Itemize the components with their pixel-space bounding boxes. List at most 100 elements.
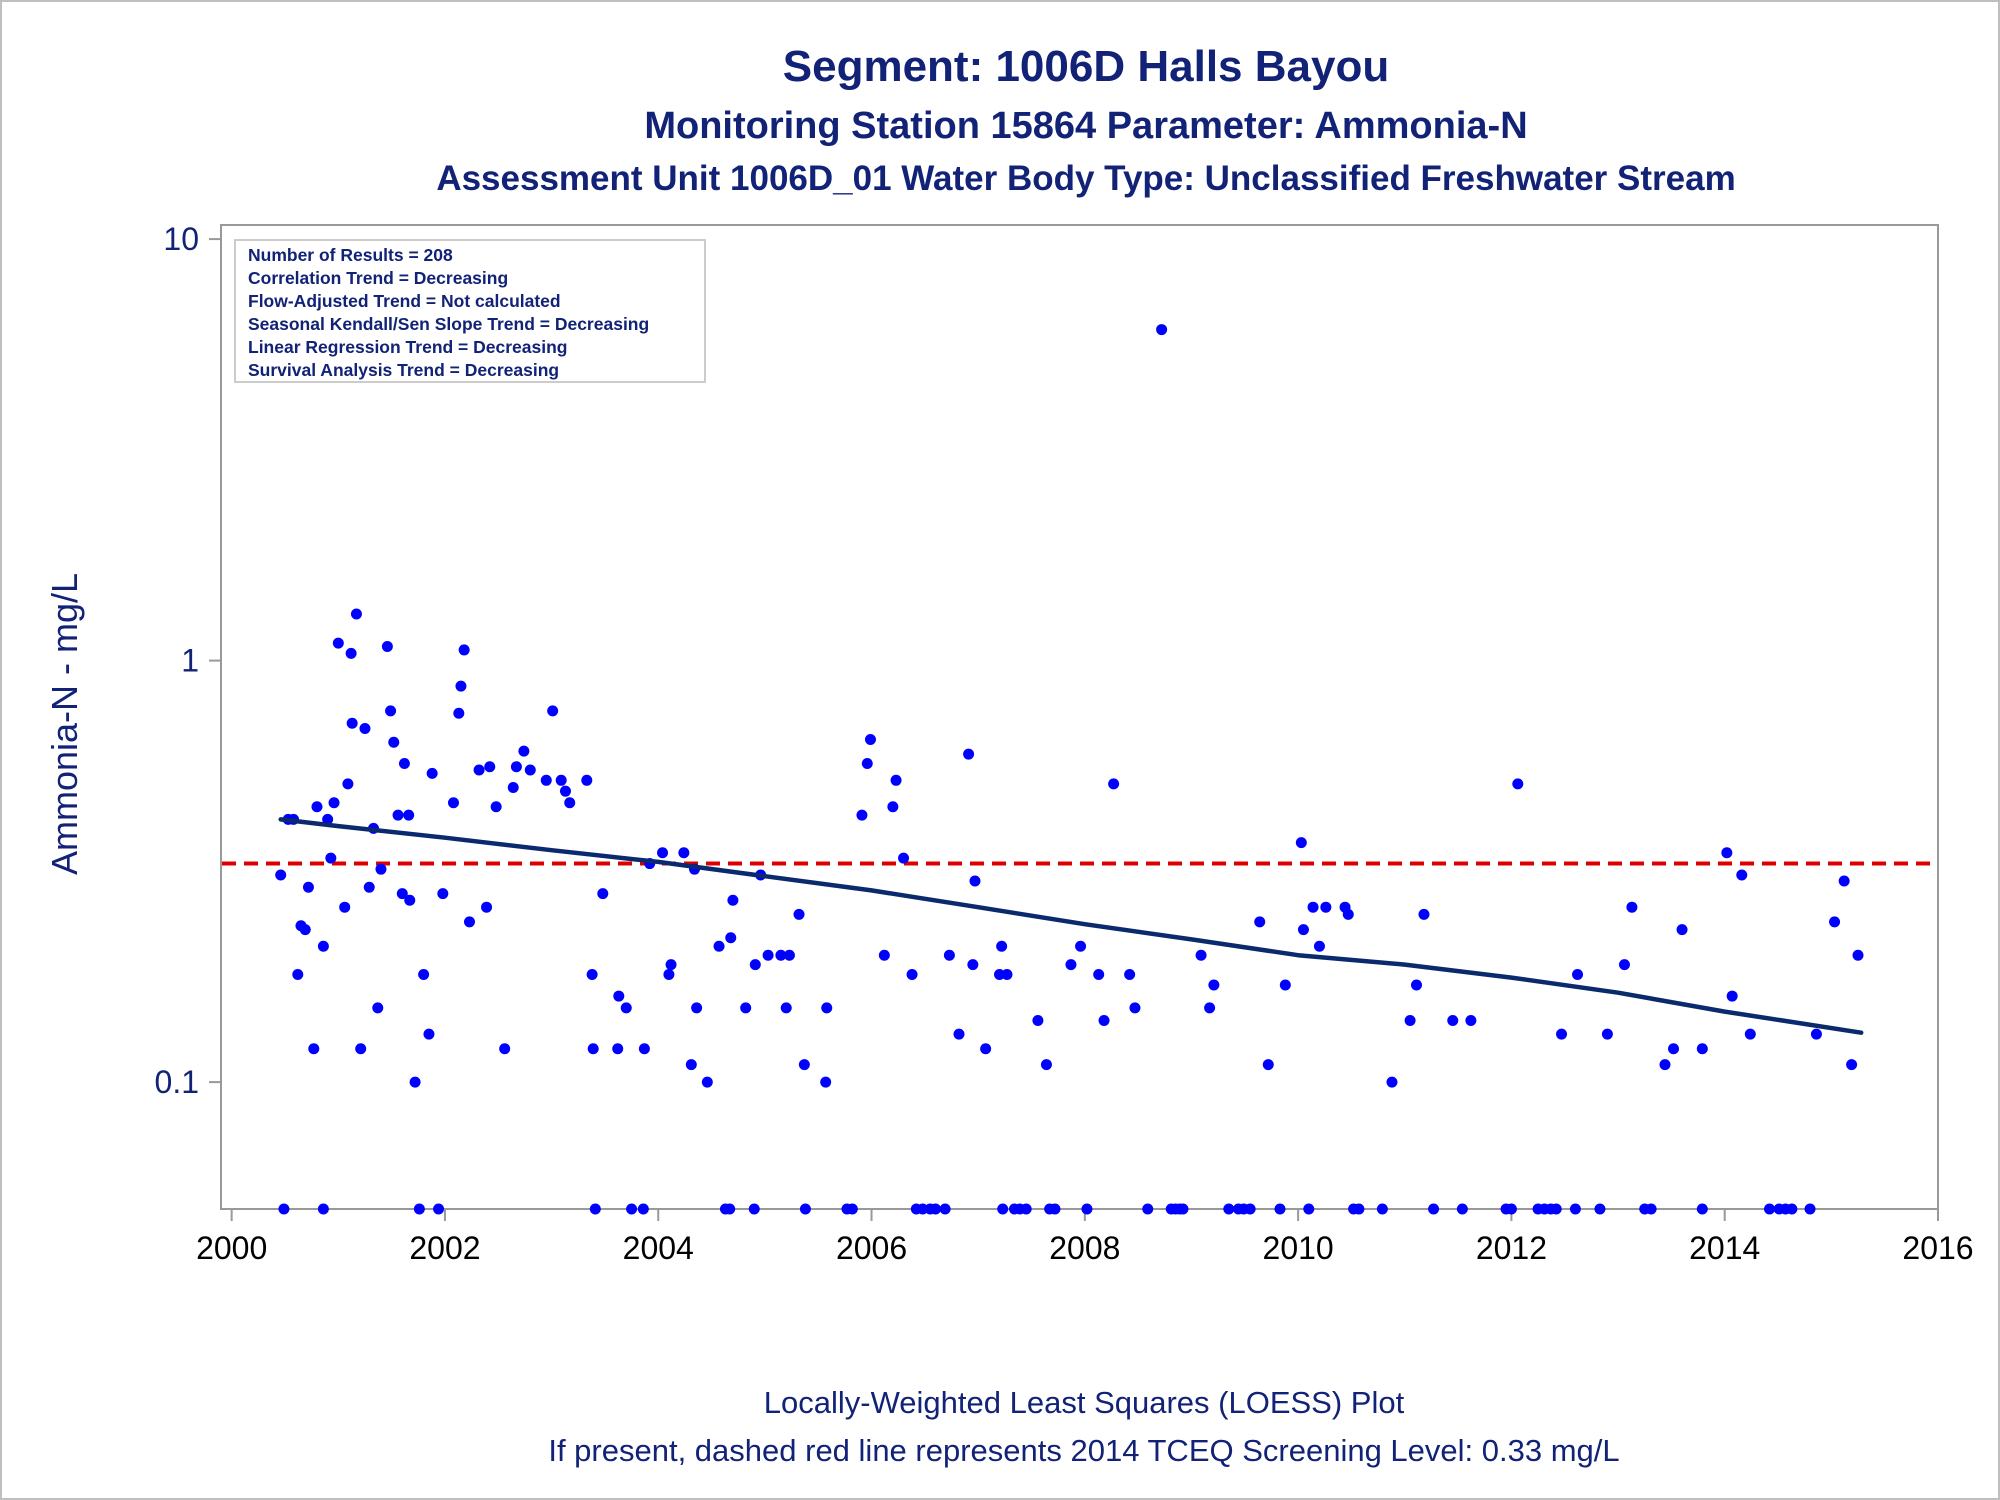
data-point	[1786, 1203, 1798, 1215]
data-point	[510, 761, 522, 773]
data-point	[799, 1203, 811, 1215]
data-point	[345, 647, 357, 659]
data-points-layer	[275, 324, 1864, 1215]
data-point	[898, 852, 910, 864]
data-point	[1244, 1203, 1256, 1215]
data-point	[967, 959, 979, 971]
data-point	[1676, 924, 1688, 936]
data-point	[725, 932, 737, 944]
data-point	[317, 940, 329, 952]
footer-screening-note: If present, dashed red line represents 2…	[548, 1433, 1619, 1468]
data-point	[1297, 924, 1309, 936]
data-point	[943, 949, 955, 961]
data-point	[398, 758, 410, 770]
data-point	[403, 809, 415, 821]
data-point	[762, 949, 774, 961]
data-point	[1124, 969, 1136, 981]
data-point	[1156, 324, 1168, 336]
data-point	[1418, 908, 1430, 920]
data-point	[292, 969, 304, 981]
data-point	[953, 1028, 965, 1040]
data-point	[1274, 1203, 1286, 1215]
data-point	[275, 869, 287, 881]
data-point	[963, 748, 975, 760]
data-point	[463, 916, 475, 928]
data-point	[1093, 969, 1105, 981]
data-point	[775, 949, 787, 961]
data-point	[1376, 1203, 1388, 1215]
data-point	[597, 888, 609, 900]
x-tick-label: 2000	[196, 1230, 267, 1266]
data-point	[939, 1203, 951, 1215]
data-point	[861, 758, 873, 770]
data-point	[740, 1002, 752, 1014]
data-point	[638, 1043, 650, 1055]
data-point	[1696, 1043, 1708, 1055]
data-point	[665, 959, 677, 971]
data-point	[1254, 916, 1266, 928]
data-point	[1075, 940, 1087, 952]
data-point	[637, 1203, 649, 1215]
data-point	[311, 801, 323, 813]
data-point	[1846, 1059, 1858, 1071]
data-point	[1223, 1203, 1235, 1215]
data-point	[1386, 1076, 1398, 1088]
data-point	[793, 908, 805, 920]
data-point	[1668, 1043, 1680, 1055]
data-point	[322, 813, 334, 825]
data-point	[1129, 1002, 1141, 1014]
data-point	[996, 940, 1008, 952]
data-point	[1208, 979, 1220, 991]
data-point	[1204, 1002, 1216, 1014]
data-point	[713, 940, 725, 952]
data-point	[613, 990, 625, 1002]
data-point	[1696, 1203, 1708, 1215]
y-tick-label: 0.1	[155, 1064, 199, 1100]
data-point	[1626, 901, 1638, 913]
data-point	[392, 809, 404, 821]
data-point	[308, 1043, 320, 1055]
data-point	[328, 797, 340, 809]
data-point	[1081, 1203, 1093, 1215]
y-axis-label: Ammonia-N - mg/L	[44, 573, 85, 875]
data-point	[1505, 1203, 1517, 1215]
data-point	[507, 781, 519, 793]
data-point	[1447, 1015, 1459, 1027]
data-point	[350, 608, 362, 620]
data-point	[423, 1028, 435, 1040]
data-point	[1320, 901, 1332, 913]
data-point	[1601, 1028, 1613, 1040]
data-point	[375, 863, 387, 875]
data-point	[1645, 1203, 1657, 1215]
legend-line-results: Number of Results = 208	[248, 245, 453, 265]
data-point	[385, 705, 397, 717]
data-point	[864, 733, 876, 745]
data-point	[490, 801, 502, 813]
footer-loess-note: Locally-Weighted Least Squares (LOESS) P…	[764, 1385, 1405, 1420]
data-point	[409, 1076, 421, 1088]
y-tick-label: 1	[181, 643, 199, 679]
data-point	[821, 1002, 833, 1014]
data-point	[278, 1203, 290, 1215]
data-point	[363, 881, 375, 893]
data-point	[1098, 1015, 1110, 1027]
x-tick-label: 2002	[409, 1230, 480, 1266]
data-point	[620, 1002, 632, 1014]
data-point	[1838, 875, 1850, 887]
x-axis: 2000 2002 2004 2006 2008 2010 2012 2014 2016	[196, 1209, 1974, 1266]
data-point	[564, 797, 576, 809]
data-point	[1810, 1028, 1822, 1040]
data-point	[518, 745, 530, 757]
data-point	[1465, 1015, 1477, 1027]
data-point	[691, 1002, 703, 1014]
data-point	[820, 1076, 832, 1088]
data-point	[1852, 949, 1864, 961]
data-point	[1569, 1203, 1581, 1215]
legend-line-linear-regression: Linear Regression Trend = Decreasing	[248, 337, 568, 357]
chart-title: Segment: 1006D Halls Bayou	[783, 42, 1389, 91]
data-point	[1142, 1203, 1154, 1215]
data-point	[612, 1043, 624, 1055]
data-point	[547, 705, 559, 717]
chart-subtitle-station: Monitoring Station 15864 Parameter: Ammo…	[644, 105, 1527, 147]
